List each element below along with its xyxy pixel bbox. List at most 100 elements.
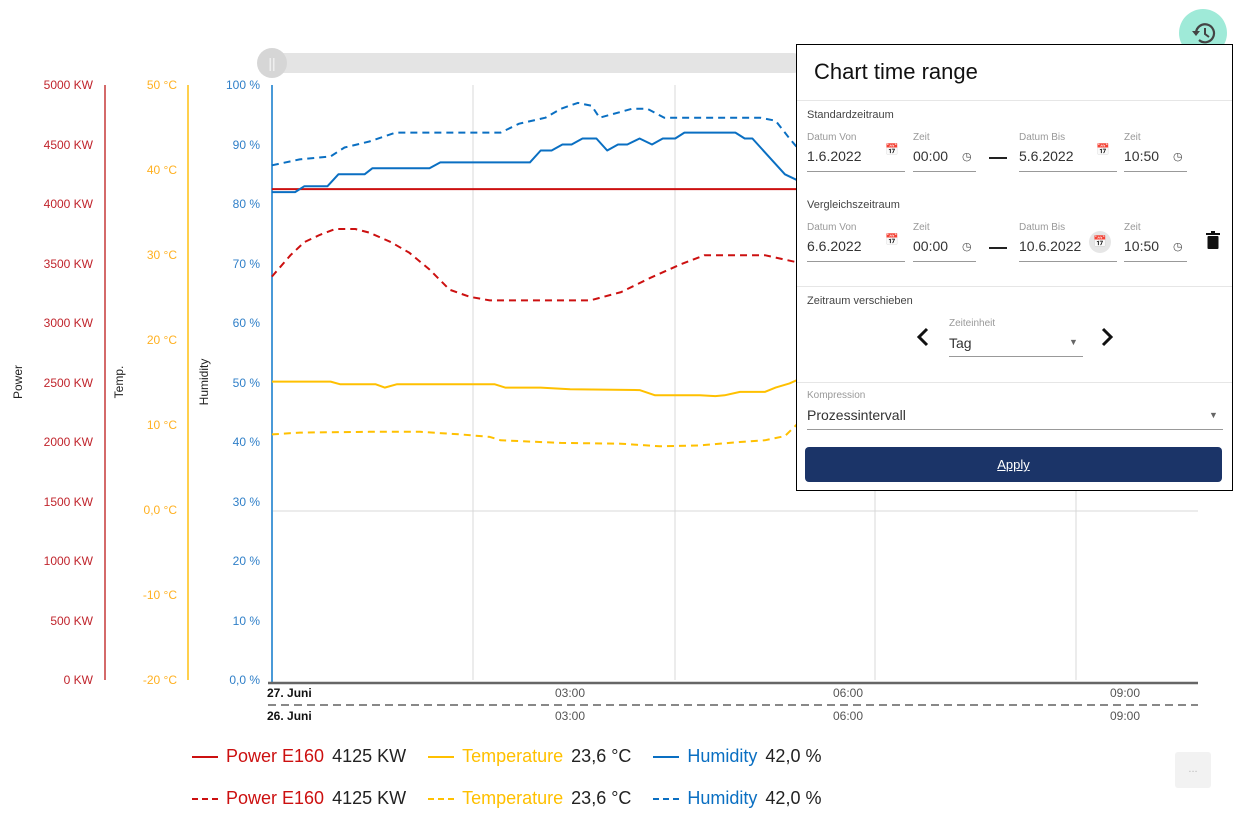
- humidity-tick-label: 40 %: [232, 435, 260, 449]
- field-label: Zeit: [1124, 222, 1141, 233]
- power-tick-label: 2500 KW: [43, 375, 93, 390]
- legend-series-power[interactable]: Power E160: [226, 746, 325, 766]
- clock-icon[interactable]: ◷: [1173, 151, 1183, 163]
- calendar-icon[interactable]: 📅: [885, 234, 899, 246]
- input-underline: [1019, 261, 1117, 262]
- temperature-tick-label: 0,0 °C: [143, 503, 177, 517]
- compare-date-to-input[interactable]: 10.6.2022: [1019, 238, 1082, 254]
- delete-compare-icon[interactable]: [1206, 231, 1220, 249]
- legend-series-temperature-compare[interactable]: Temperature: [462, 788, 564, 808]
- history-icon: [1192, 23, 1216, 44]
- legend-value-temperature: 23,6 °C: [571, 746, 632, 766]
- range-dash: [989, 247, 1007, 249]
- legend-swatch-power: [192, 755, 218, 758]
- x-tick-compare: 03:00: [554, 709, 586, 723]
- legend-value-power-compare: 4125 KW: [332, 788, 407, 808]
- power-tick-label: 5000 KW: [43, 78, 93, 92]
- temperature-tick-label: 30 °C: [146, 248, 177, 262]
- compare-time-to-input[interactable]: 10:50: [1124, 238, 1160, 254]
- time-range-slider-handle[interactable]: ||: [257, 48, 287, 78]
- humidity-tick-label: 60 %: [232, 316, 260, 330]
- humidity-tick-label: 0,0 %: [229, 673, 260, 687]
- legend-series-humidity-compare[interactable]: Humidity: [687, 788, 758, 808]
- time-unit-label: Zeiteinheit: [949, 318, 996, 329]
- field-label: Datum Von: [807, 222, 857, 233]
- chevron-left-icon[interactable]: [916, 327, 930, 347]
- series-humidity-solid: [271, 131, 798, 194]
- standard-date-to-input[interactable]: 5.6.2022: [1019, 148, 1074, 164]
- compare-period-label: Vergleichszeitraum: [807, 199, 900, 211]
- legend-swatch-humidity-compare: [653, 797, 680, 800]
- power-tick-label: 2000 KW: [43, 435, 93, 449]
- standard-date-from-input[interactable]: 1.6.2022: [807, 148, 862, 164]
- calendar-icon[interactable]: 📅: [1089, 231, 1111, 253]
- x-tick-primary: 03:00: [554, 686, 586, 700]
- humidity-tick-label: 70 %: [232, 256, 260, 271]
- humidity-tick-label: 50 %: [232, 375, 260, 390]
- humidity-tick-label: 10 %: [232, 613, 260, 628]
- legend-value-humidity-compare: 42,0 %: [765, 788, 822, 808]
- compression-label: Kompression: [807, 390, 866, 401]
- legend-row-compare: Power E160 4125 KW Temperature 23,6 °C H…: [192, 788, 835, 809]
- legend-swatch-power-compare: [192, 797, 218, 800]
- legend-value-humidity: 42,0 %: [765, 746, 822, 766]
- compression-select[interactable]: Prozessintervall: [807, 407, 906, 423]
- legend-value-temperature-compare: 23,6 °C: [571, 788, 632, 808]
- x-tick-primary: 09:00: [1109, 686, 1141, 700]
- clock-icon[interactable]: ◷: [962, 151, 972, 163]
- calendar-icon[interactable]: 📅: [1096, 144, 1110, 156]
- temperature-tick-label: 10 °C: [146, 418, 177, 432]
- humidity-tick-label: 100 %: [225, 78, 260, 92]
- humidity-tick-label: 30 %: [232, 494, 260, 509]
- divider: [797, 100, 1232, 101]
- temperature-tick-label: -20 °C: [142, 673, 177, 687]
- input-underline: [1124, 171, 1187, 172]
- calendar-icon[interactable]: 📅: [885, 144, 899, 156]
- series-power-dashed: [271, 228, 798, 302]
- power-tick-label: 4000 KW: [43, 197, 93, 211]
- power-tick-label: 500 KW: [50, 613, 93, 628]
- temperature-tick-label: 50 °C: [146, 78, 177, 92]
- time-range-slider-track[interactable]: [258, 53, 803, 73]
- legend-value-power: 4125 KW: [332, 746, 407, 766]
- legend-swatch-humidity: [653, 755, 680, 758]
- clock-icon[interactable]: ◷: [1173, 241, 1183, 253]
- x-tick-primary: 06:00: [832, 686, 864, 700]
- standard-time-from-input[interactable]: 00:00: [913, 148, 949, 164]
- range-dash: [989, 157, 1007, 159]
- compare-date-from-input[interactable]: 6.6.2022: [807, 238, 862, 254]
- legend-series-temperature[interactable]: Temperature: [462, 746, 564, 766]
- input-underline: [913, 171, 976, 172]
- input-underline: [1124, 261, 1187, 262]
- divider: [797, 382, 1232, 383]
- x-axis-day-compare: 26. Juni: [267, 709, 312, 723]
- clock-icon[interactable]: ◷: [962, 241, 972, 253]
- dropdown-arrow-icon[interactable]: ▼: [1209, 410, 1218, 420]
- humidity-tick-label: 20 %: [232, 554, 260, 568]
- series-temperature-dashed: [271, 423, 798, 448]
- apply-button[interactable]: Apply: [805, 447, 1222, 482]
- compare-time-from-input[interactable]: 00:00: [913, 238, 949, 254]
- power-tick-label: 3500 KW: [43, 256, 93, 271]
- power-tick-label: 0 KW: [63, 673, 93, 687]
- legend-series-power-compare[interactable]: Power E160: [226, 788, 325, 808]
- x-tick-compare: 09:00: [1109, 709, 1141, 723]
- chart-time-range-dialog: Chart time range Standardzeitraum Datum …: [796, 44, 1233, 491]
- input-underline: [807, 171, 905, 172]
- legend-swatch-temperature-compare: [428, 797, 455, 800]
- dropdown-arrow-icon[interactable]: ▼: [1069, 337, 1078, 347]
- humidity-tick-label: 80 %: [232, 197, 260, 211]
- field-label: Datum Bis: [1019, 132, 1066, 143]
- field-label: Zeit: [913, 132, 930, 143]
- time-unit-select[interactable]: Tag: [949, 335, 972, 351]
- standard-time-to-input[interactable]: 10:50: [1124, 148, 1160, 164]
- legend-series-humidity[interactable]: Humidity: [687, 746, 758, 766]
- x-axis-day-primary: 27. Juni: [267, 686, 312, 700]
- dialog-title: Chart time range: [814, 59, 978, 84]
- temperature-tick-label: 40 °C: [146, 163, 177, 177]
- more-button[interactable]: ...: [1175, 752, 1211, 788]
- divider: [797, 286, 1232, 287]
- chevron-right-icon[interactable]: [1100, 327, 1114, 347]
- series-humidity-dashed: [271, 101, 798, 167]
